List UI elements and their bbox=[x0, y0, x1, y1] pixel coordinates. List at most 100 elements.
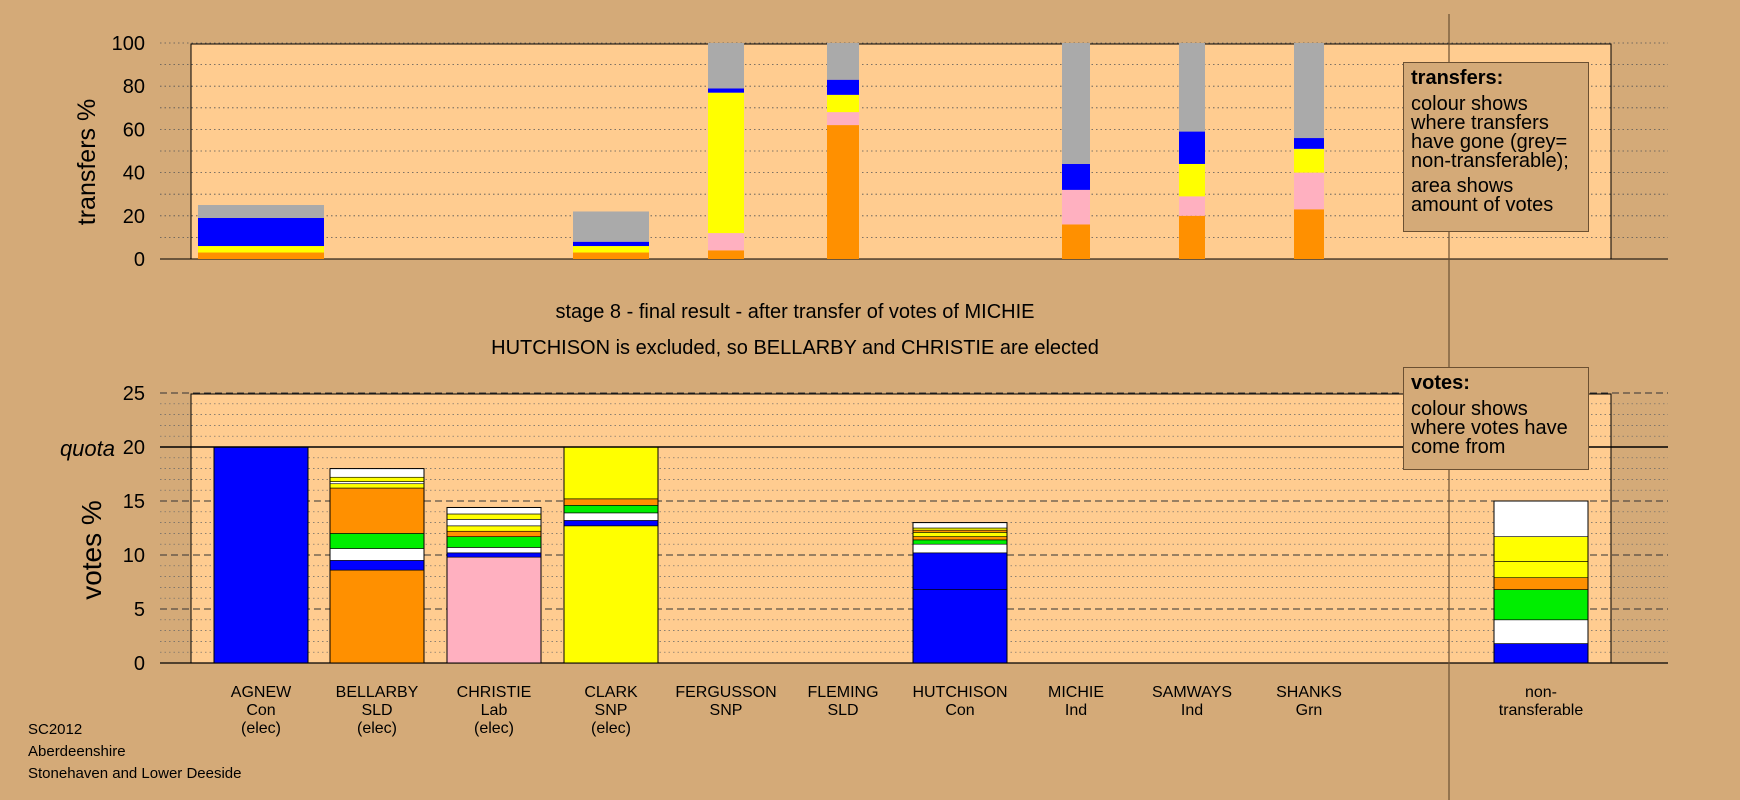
candidate-label-line: CHRISTIE bbox=[457, 684, 532, 701]
transfer-bar-segment bbox=[1294, 43, 1324, 139]
transfer-bar-segment bbox=[827, 79, 859, 95]
candidate-label-line: SLD bbox=[827, 702, 858, 719]
vote-bar-outline bbox=[329, 468, 425, 664]
vote-bar-segment bbox=[329, 533, 425, 549]
vote-bar-segment bbox=[446, 525, 542, 532]
candidate-label-line: BELLARBY bbox=[336, 684, 419, 701]
transfer-bar-segment bbox=[708, 250, 744, 259]
vote-bar-segment bbox=[446, 530, 542, 537]
vote-bar-segment bbox=[563, 505, 659, 514]
candidate-label-line: (elec) bbox=[591, 720, 631, 737]
transfer-bar-segment bbox=[827, 112, 859, 126]
candidate-label-line: SAMWAYS bbox=[1152, 684, 1232, 701]
transfers-y-axis-label: transfers % bbox=[73, 99, 101, 225]
council-name: Aberdeenshire bbox=[28, 743, 126, 760]
transfer-bar-segment bbox=[1062, 224, 1090, 259]
transfer-bar-segment bbox=[1294, 172, 1324, 210]
y-tick-label: 80 bbox=[123, 76, 145, 98]
vote-bar-segment bbox=[329, 487, 425, 534]
vote-bar-segment bbox=[329, 560, 425, 571]
vote-bar-segment bbox=[446, 513, 542, 520]
vote-bar-segment bbox=[329, 476, 425, 482]
transfer-bar-segment bbox=[198, 217, 324, 247]
election-code: SC2012 bbox=[28, 721, 83, 738]
transfer-bar-segment bbox=[573, 241, 649, 247]
transfer-bar-segment bbox=[198, 205, 324, 218]
vote-bar-segment bbox=[563, 520, 659, 527]
transfer-bar-segment bbox=[827, 94, 859, 113]
transfers-legend-text-2: area shows amount of votes bbox=[1411, 175, 1554, 216]
transfer-bar-segment bbox=[1062, 189, 1090, 225]
candidate-label-line: Lab bbox=[481, 702, 508, 719]
votes-y-ticks: 0 5 10 15 20 25 bbox=[123, 383, 145, 675]
candidate-label-line: Grn bbox=[1296, 702, 1323, 719]
transfers-legend-text: colour shows where transfers have gone (… bbox=[1411, 93, 1569, 172]
candidate-label-line: (elec) bbox=[241, 720, 281, 737]
vote-bar-segment bbox=[446, 536, 542, 548]
vote-bar-segment bbox=[912, 527, 1008, 531]
candidate-label-line: MICHIE bbox=[1048, 684, 1104, 701]
vote-bar-segment bbox=[446, 507, 542, 515]
vote-bar-segment bbox=[446, 556, 542, 664]
candidate-label-line: Con bbox=[246, 702, 275, 719]
vote-bar-segment bbox=[329, 548, 425, 561]
y-tick-label: 100 bbox=[112, 33, 145, 55]
candidate-label-line: CLARK bbox=[584, 684, 638, 701]
vote-bar-outline bbox=[446, 506, 542, 664]
vote-bar-segment bbox=[213, 446, 309, 664]
y-tick-label: 40 bbox=[123, 163, 145, 185]
vote-bar-segment bbox=[1493, 589, 1589, 621]
candidate-label-line: SLD bbox=[361, 702, 392, 719]
transfer-bar-segment bbox=[1179, 163, 1205, 197]
transfer-bar-segment bbox=[198, 246, 324, 253]
transfers-plot-area bbox=[190, 43, 1612, 260]
transfer-bar-segment bbox=[708, 233, 744, 251]
vote-bar-segment bbox=[563, 525, 659, 664]
vote-bar-segment bbox=[912, 552, 1008, 590]
candidate-label-line: AGNEW bbox=[231, 684, 292, 701]
transfer-bar-segment bbox=[1294, 148, 1324, 173]
nontransferable-label: non- transferable bbox=[1499, 684, 1584, 719]
y-tick-label: 20 bbox=[123, 206, 145, 228]
ward-name: Stonehaven and Lower Deeside bbox=[28, 765, 242, 782]
candidate-label-line: FERGUSSON bbox=[675, 684, 776, 701]
vote-bar-segment bbox=[1493, 643, 1589, 664]
vote-bar-segment bbox=[912, 543, 1008, 554]
vote-bar-segment bbox=[563, 498, 659, 506]
y-tick-label: 10 bbox=[123, 545, 145, 567]
transfer-bar-segment bbox=[573, 246, 649, 253]
candidate-label-line: FLEMING bbox=[807, 684, 878, 701]
transfer-bar-segment bbox=[1294, 138, 1324, 149]
vote-bar-segment bbox=[329, 569, 425, 664]
votes-legend-text: colour shows where votes have come from bbox=[1411, 398, 1568, 458]
y-tick-label: 0 bbox=[134, 653, 145, 675]
vote-bar-segment bbox=[1493, 619, 1589, 644]
y-tick-label: 60 bbox=[123, 119, 145, 141]
transfer-bar-segment bbox=[708, 43, 744, 89]
transfer-bar-segment bbox=[573, 211, 649, 242]
vote-bar-segment bbox=[912, 532, 1008, 537]
candidate-labels: AGNEWCon(elec)BELLARBYSLD(elec)CHRISTIEL… bbox=[231, 684, 1342, 737]
vote-bar-segment bbox=[329, 483, 425, 489]
transfer-bar-segment bbox=[1179, 196, 1205, 216]
candidate-label-line: SNP bbox=[710, 702, 743, 719]
votes-y-axis-label: votes % bbox=[76, 500, 107, 600]
votes-plot-area bbox=[190, 393, 1612, 664]
transfer-bar-segment bbox=[1179, 131, 1205, 164]
vote-bar-segment bbox=[329, 468, 425, 478]
vote-bar-segment bbox=[446, 547, 542, 554]
transfers-bars bbox=[198, 43, 1324, 259]
votes-legend-title: votes: bbox=[1411, 372, 1470, 394]
transfer-bar-segment bbox=[827, 43, 859, 80]
quota-label: quota bbox=[60, 436, 115, 461]
vote-bar-segment bbox=[912, 539, 1008, 545]
vote-bar-segment bbox=[1493, 577, 1589, 590]
transfer-bar-segment bbox=[708, 92, 744, 234]
stage-title: stage 8 - final result - after transfer … bbox=[555, 301, 1034, 323]
transfer-bar-segment bbox=[1062, 163, 1090, 190]
transfer-bar-segment bbox=[708, 88, 744, 93]
transfer-bar-segment bbox=[827, 125, 859, 259]
nontransferable-label-line: transferable bbox=[1499, 702, 1584, 719]
candidate-label-line: Ind bbox=[1065, 702, 1087, 719]
